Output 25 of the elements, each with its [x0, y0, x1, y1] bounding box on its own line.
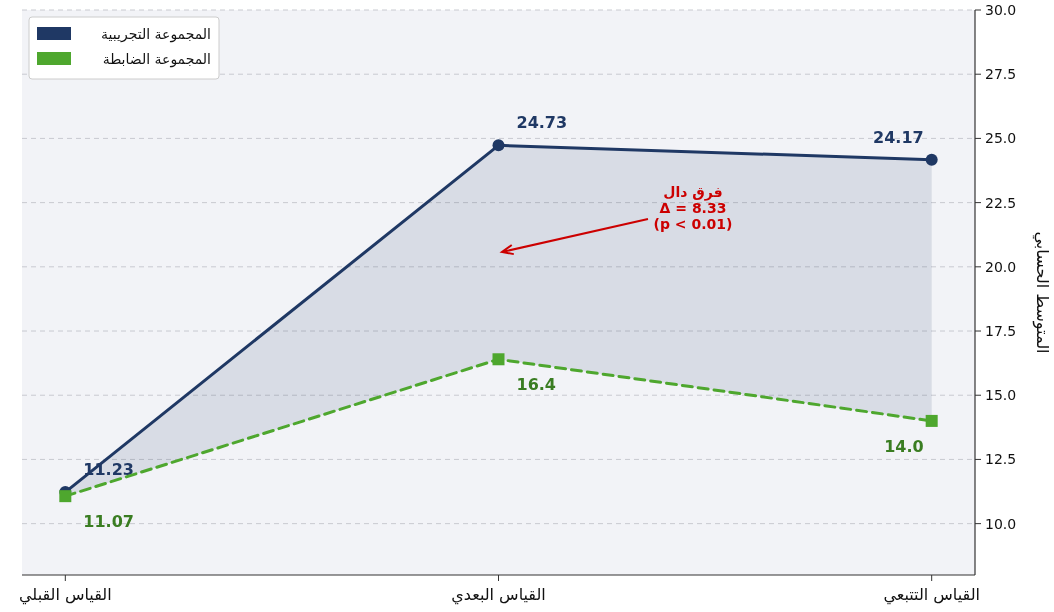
y-tick-label: 27.5	[985, 66, 1017, 83]
y-tick-label: 12.5	[985, 451, 1017, 468]
legend-label: المجموعة الضابطة	[102, 51, 211, 68]
data-label: 14.0	[884, 436, 924, 456]
y-tick-label: 17.5	[985, 323, 1017, 340]
y-tick-label: 15.0	[985, 387, 1017, 404]
point	[925, 153, 938, 166]
data-label: 11.07	[83, 512, 134, 532]
point	[492, 139, 505, 152]
y-tick-label: 25.0	[985, 130, 1017, 147]
legend-label: المجموعة التجريبية	[101, 26, 211, 43]
y-tick-label: 30.0	[985, 2, 1017, 18]
y-axis-title: المتوسط الحسابي	[1032, 231, 1052, 354]
x-tick-label: القياس التتبعي	[883, 585, 980, 605]
y-tick-label: 10.0	[985, 515, 1017, 532]
data-label: 16.4	[516, 375, 556, 395]
x-tick-label: القياس القبلي	[19, 585, 112, 605]
y-tick-label: 22.5	[985, 194, 1017, 211]
point	[492, 353, 505, 366]
point	[925, 414, 938, 427]
data-label: 24.17	[873, 127, 924, 147]
point	[59, 490, 72, 503]
x-tick-label: القياس البعدي	[451, 585, 546, 605]
y-tick-label: 20.0	[985, 258, 1017, 275]
data-label: 24.73	[516, 113, 568, 133]
